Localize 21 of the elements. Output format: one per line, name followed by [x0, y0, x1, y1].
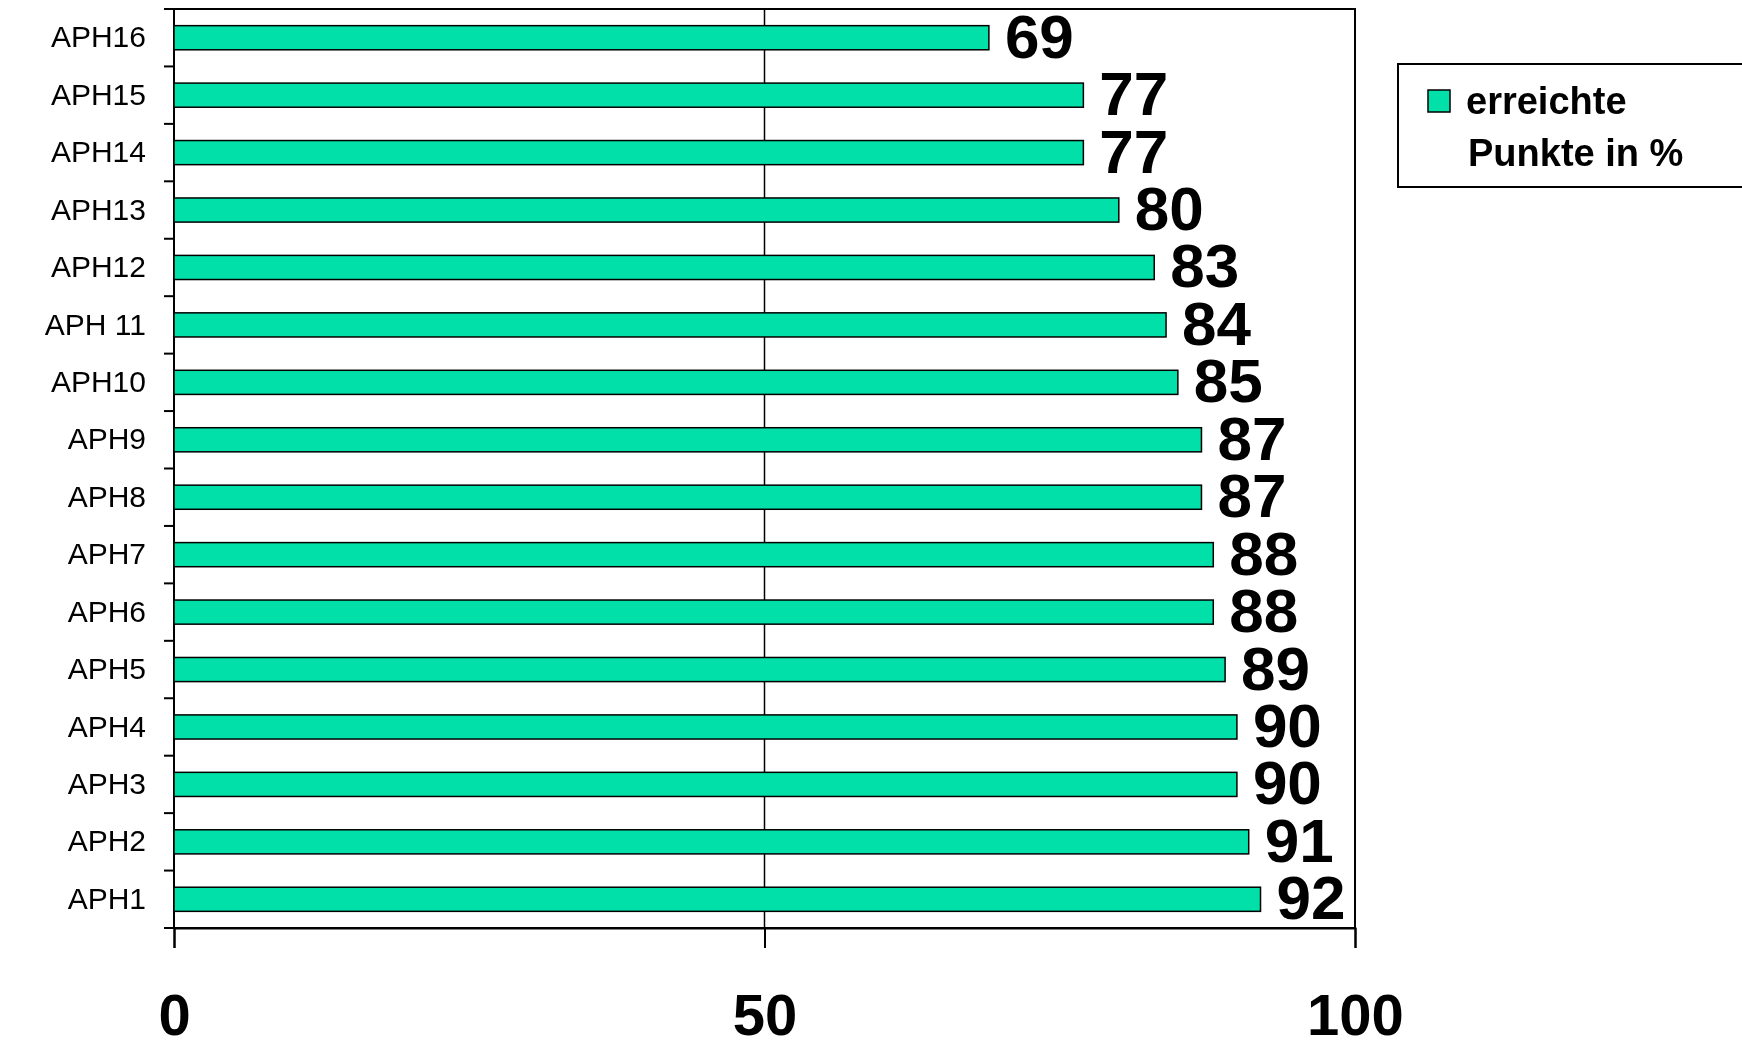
y-tick-label: APH8 — [67, 479, 146, 513]
data-label: 69 — [1004, 1, 1074, 71]
y-tick-label: APH2 — [67, 824, 146, 858]
y-tick-label: APH7 — [67, 537, 146, 571]
y-tick-label: APH10 — [50, 364, 146, 398]
y-tick-label: APH16 — [50, 20, 146, 54]
y-tick-label: APH4 — [67, 709, 146, 743]
legend-label: erreichte Punkte in % — [1466, 80, 1684, 174]
y-tick-label: APH13 — [50, 192, 146, 226]
y-tick-label: APH3 — [67, 767, 146, 801]
y-tick-label: APH9 — [67, 422, 146, 456]
x-tick-label: 50 — [732, 982, 798, 1048]
x-tick-label: 0 — [158, 982, 191, 1048]
y-tick-label: APH6 — [67, 594, 146, 628]
x-tick-label: 100 — [1307, 982, 1404, 1048]
y-tick-label: APH5 — [67, 652, 146, 686]
y-tick-label: APH1 — [67, 881, 146, 915]
y-tick-label: APH12 — [50, 250, 146, 284]
y-tick-label: APH14 — [50, 135, 146, 169]
y-tick-label: APH15 — [50, 77, 146, 111]
y-tick-label: APH 11 — [44, 307, 146, 341]
